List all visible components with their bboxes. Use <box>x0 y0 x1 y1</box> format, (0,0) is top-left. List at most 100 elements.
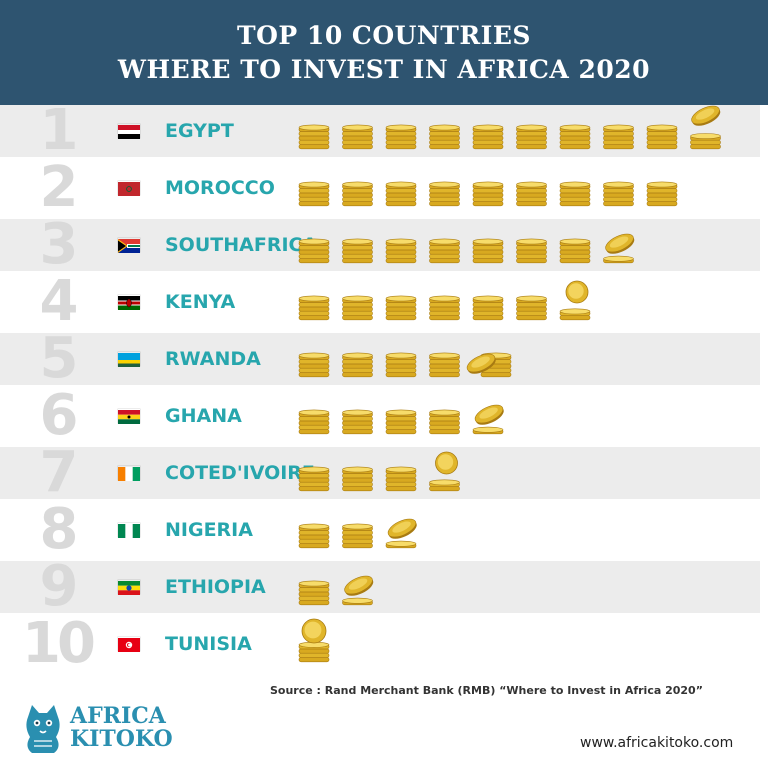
rank-row-2: 2 MOROCCO <box>0 158 760 218</box>
coin-stack <box>298 523 330 549</box>
coin-partial-top <box>474 404 504 425</box>
rank-row-4: 4 KENYA <box>0 272 760 332</box>
coin-stack <box>559 238 591 264</box>
rank-row-3: 3 SOUTH AFRICA <box>0 215 760 275</box>
country-name: RWANDA <box>165 348 261 370</box>
rank-row-9: 9 ETHIOPIA <box>0 557 760 617</box>
flag-kenya-icon <box>118 295 140 310</box>
flag-rwanda-icon <box>118 352 140 367</box>
coin-stack <box>516 124 547 150</box>
rank-number: 10 <box>22 611 96 676</box>
coin-stack <box>646 124 678 150</box>
rank-number: 9 <box>39 554 79 619</box>
title-line-2: WHERE TO INVEST IN AFRICA 2020 <box>117 54 651 84</box>
flag-egypt-icon <box>118 124 140 139</box>
rank-number: 7 <box>39 440 79 505</box>
coin-stack <box>516 181 547 207</box>
brand-line-2: KITOKO <box>70 726 173 752</box>
coin-partial <box>298 641 330 663</box>
coin-bar <box>298 233 635 264</box>
coin-stack <box>603 181 634 207</box>
coin-partial-top <box>565 280 589 304</box>
coin-stack <box>429 238 460 264</box>
brand-name: AFRICA KITOKO <box>70 705 173 751</box>
rank-row-6: 6 GHANA <box>0 386 760 446</box>
coin-partial-top <box>466 353 496 374</box>
rank-number: 2 <box>39 155 79 220</box>
country-name: GHANA <box>165 405 242 427</box>
country-name: ETHIOPIA <box>165 576 266 598</box>
coin-stack <box>385 238 417 264</box>
coin-stack <box>342 466 373 492</box>
country-name: SOUTH AFRICA <box>165 234 318 256</box>
flag-nigeria-icon <box>118 523 140 538</box>
flag-ethiopia-icon <box>118 580 140 595</box>
coin-stack <box>429 409 460 435</box>
country-name: COTE D'IVOIRE <box>165 462 315 484</box>
coin-partial-top <box>691 105 721 126</box>
ranking-list: 1 EGYPT 2 MOROCCO 3 SOUTH AFRICA 4 KENYA 5 RWANDA 6… <box>0 101 768 675</box>
coin-stack <box>559 181 591 207</box>
country-name: MOROCCO <box>165 177 275 199</box>
coin-stack <box>516 295 547 321</box>
flag-morocco-icon <box>118 181 140 196</box>
coin-stack <box>298 466 330 492</box>
rank-row-5: 5 RWANDA <box>0 329 760 389</box>
rank-number: 4 <box>39 269 79 334</box>
coin-stack <box>385 181 417 207</box>
coin-stack <box>603 124 634 150</box>
coin-stack <box>298 238 330 264</box>
coin-partial <box>385 540 417 549</box>
chart-header: TOP 10 COUNTRIES WHERE TO INVEST IN AFRI… <box>0 0 768 105</box>
flag-south-africa-icon <box>118 238 140 253</box>
title-line-1: TOP 10 COUNTRIES <box>237 20 531 50</box>
rank-row-8: 8 NIGERIA <box>0 500 760 560</box>
website-url: www.africakitoko.com <box>580 735 734 751</box>
coin-stack <box>342 181 373 207</box>
coin-stack <box>342 238 373 264</box>
cat-mascot-shape <box>26 705 60 753</box>
coin-bar <box>298 618 330 663</box>
source-note: Source : Rand Merchant Bank (RMB) “Where… <box>270 684 703 697</box>
coin-stack <box>472 181 504 207</box>
rank-row-7: 7 COTE D'IVOIRE <box>0 443 760 503</box>
coin-bar <box>298 352 512 378</box>
coin-stack <box>429 295 460 321</box>
coin-stack <box>516 238 547 264</box>
rank-number: 6 <box>39 383 79 448</box>
coin-partial <box>342 597 373 606</box>
coin-stack <box>298 181 330 207</box>
rank-number: 5 <box>39 326 79 391</box>
coin-stack <box>429 124 460 150</box>
coin-stack <box>342 352 373 378</box>
rank-number: 3 <box>39 212 79 277</box>
coin-stack <box>385 124 417 150</box>
coin-partial <box>603 255 634 264</box>
coin-stack <box>342 295 373 321</box>
coin-stack <box>472 124 504 150</box>
coin-stack <box>472 295 504 321</box>
coin-stack <box>342 523 373 549</box>
coin-bar <box>298 451 460 492</box>
coin-stack <box>298 409 330 435</box>
coin-partial-top <box>344 575 374 596</box>
coin-stack <box>429 181 460 207</box>
coin-bar <box>298 181 678 207</box>
country-name: KENYA <box>165 291 236 313</box>
country-name: TUNISIA <box>165 633 252 655</box>
coin-stack <box>342 409 373 435</box>
coin-bar <box>298 575 374 606</box>
coin-stack <box>298 295 330 321</box>
rank-number: 1 <box>39 98 79 163</box>
rank-row-10: 10 TUNISIA <box>0 614 760 674</box>
coin-stack <box>385 409 417 435</box>
coin-bar <box>298 404 504 435</box>
coin-partial <box>429 479 460 492</box>
country-name: EGYPT <box>165 120 234 142</box>
coin-partial-top <box>301 618 327 644</box>
coin-stack <box>559 124 591 150</box>
coin-bar <box>298 280 591 321</box>
flag-tunisia-icon <box>118 637 140 652</box>
coin-bar <box>298 518 417 549</box>
coin-partial-top <box>387 518 417 539</box>
